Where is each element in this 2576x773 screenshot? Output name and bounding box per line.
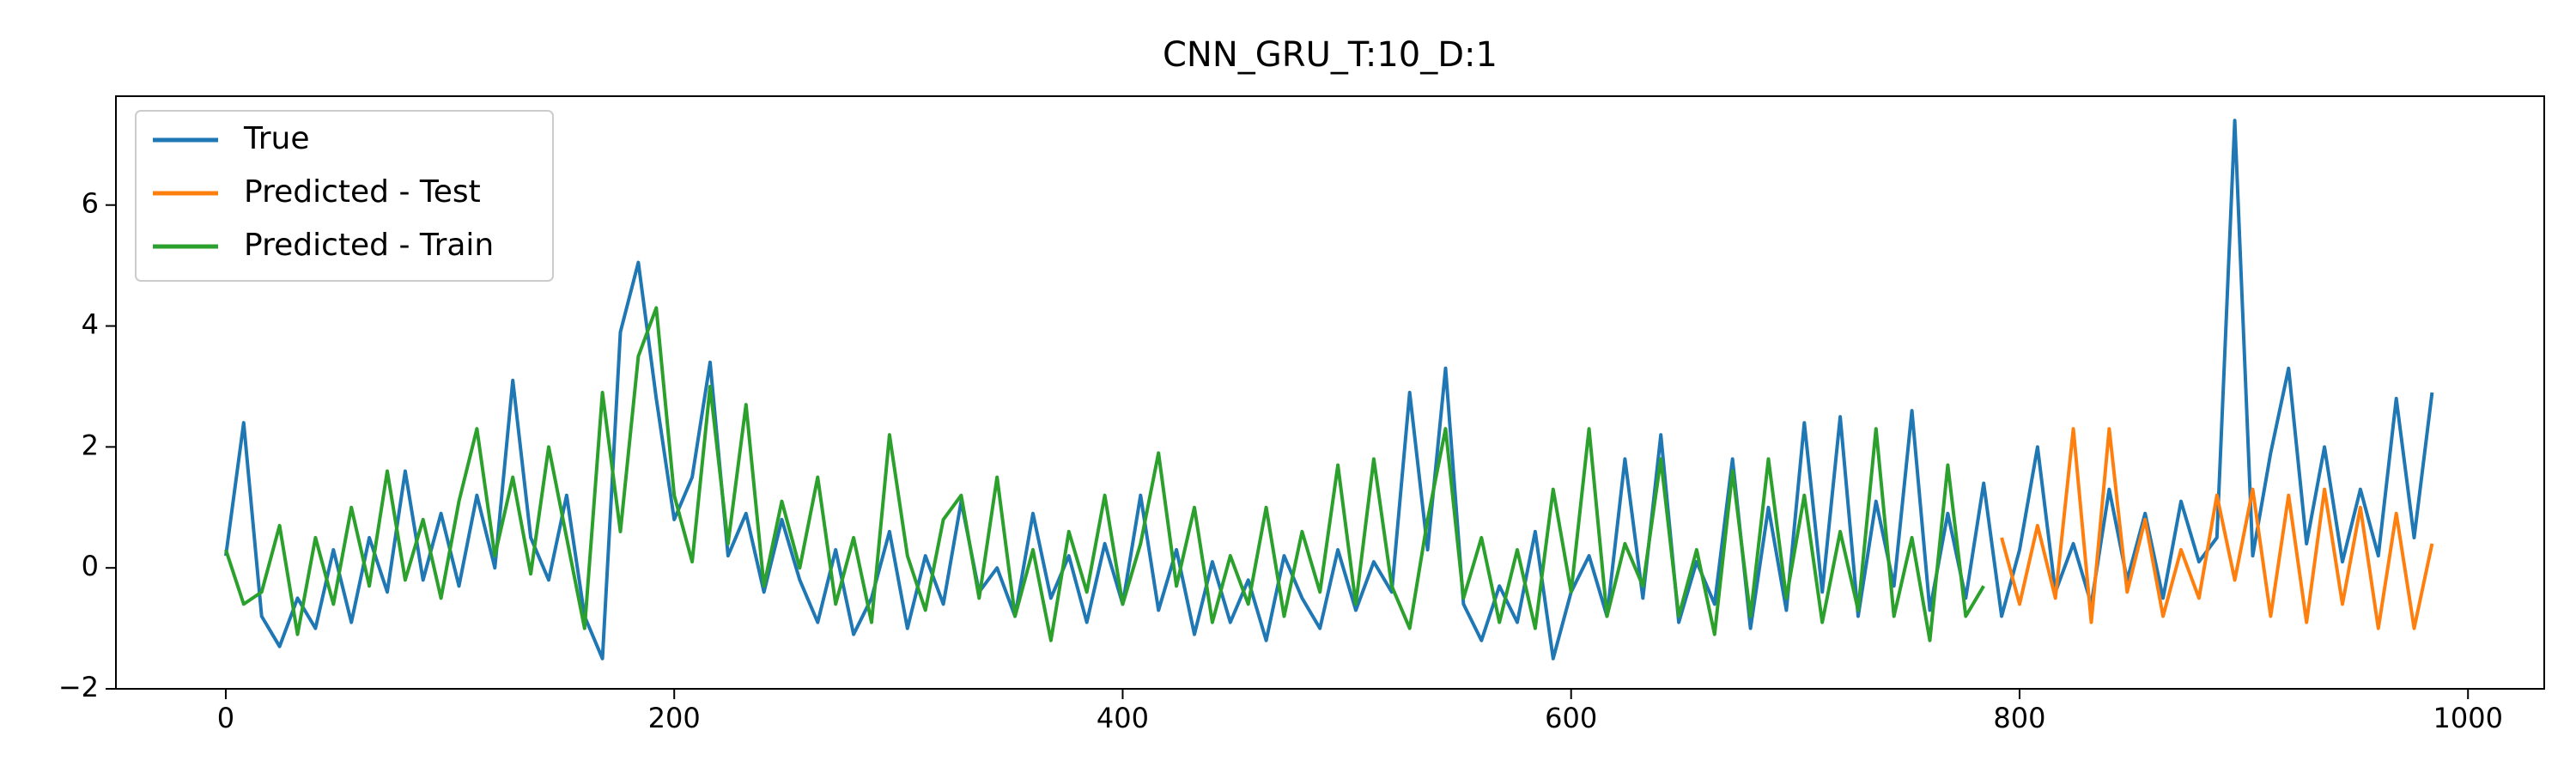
legend-label: Predicted - Test [244,174,481,210]
x-tick-label: 1000 [2433,702,2502,734]
y-tick-label: 6 [82,187,99,220]
y-tick-label: 4 [82,308,99,341]
x-tick-label: 0 [217,702,234,734]
y-tick-label: 0 [82,550,99,582]
series-line [224,306,1985,642]
series-line [224,119,2434,660]
legend: True Predicted - Test Predicted - Train [135,110,554,282]
chart-title: CNN_GRU_T:10_D:1 [1163,35,1498,75]
x-tick-label: 800 [1993,702,2045,734]
plot-frame [115,95,2545,690]
series-line [2000,427,2434,630]
legend-label: True [243,121,309,156]
x-tick-label: 200 [648,702,701,734]
x-tick-label: 400 [1097,702,1149,734]
y-tick-label: 2 [82,429,99,461]
legend-box [135,110,554,282]
y-tick-label: −2 [58,671,99,703]
plot-area [224,119,2434,660]
legend-label: Predicted - Train [244,228,494,263]
x-tick-label: 600 [1545,702,1597,734]
